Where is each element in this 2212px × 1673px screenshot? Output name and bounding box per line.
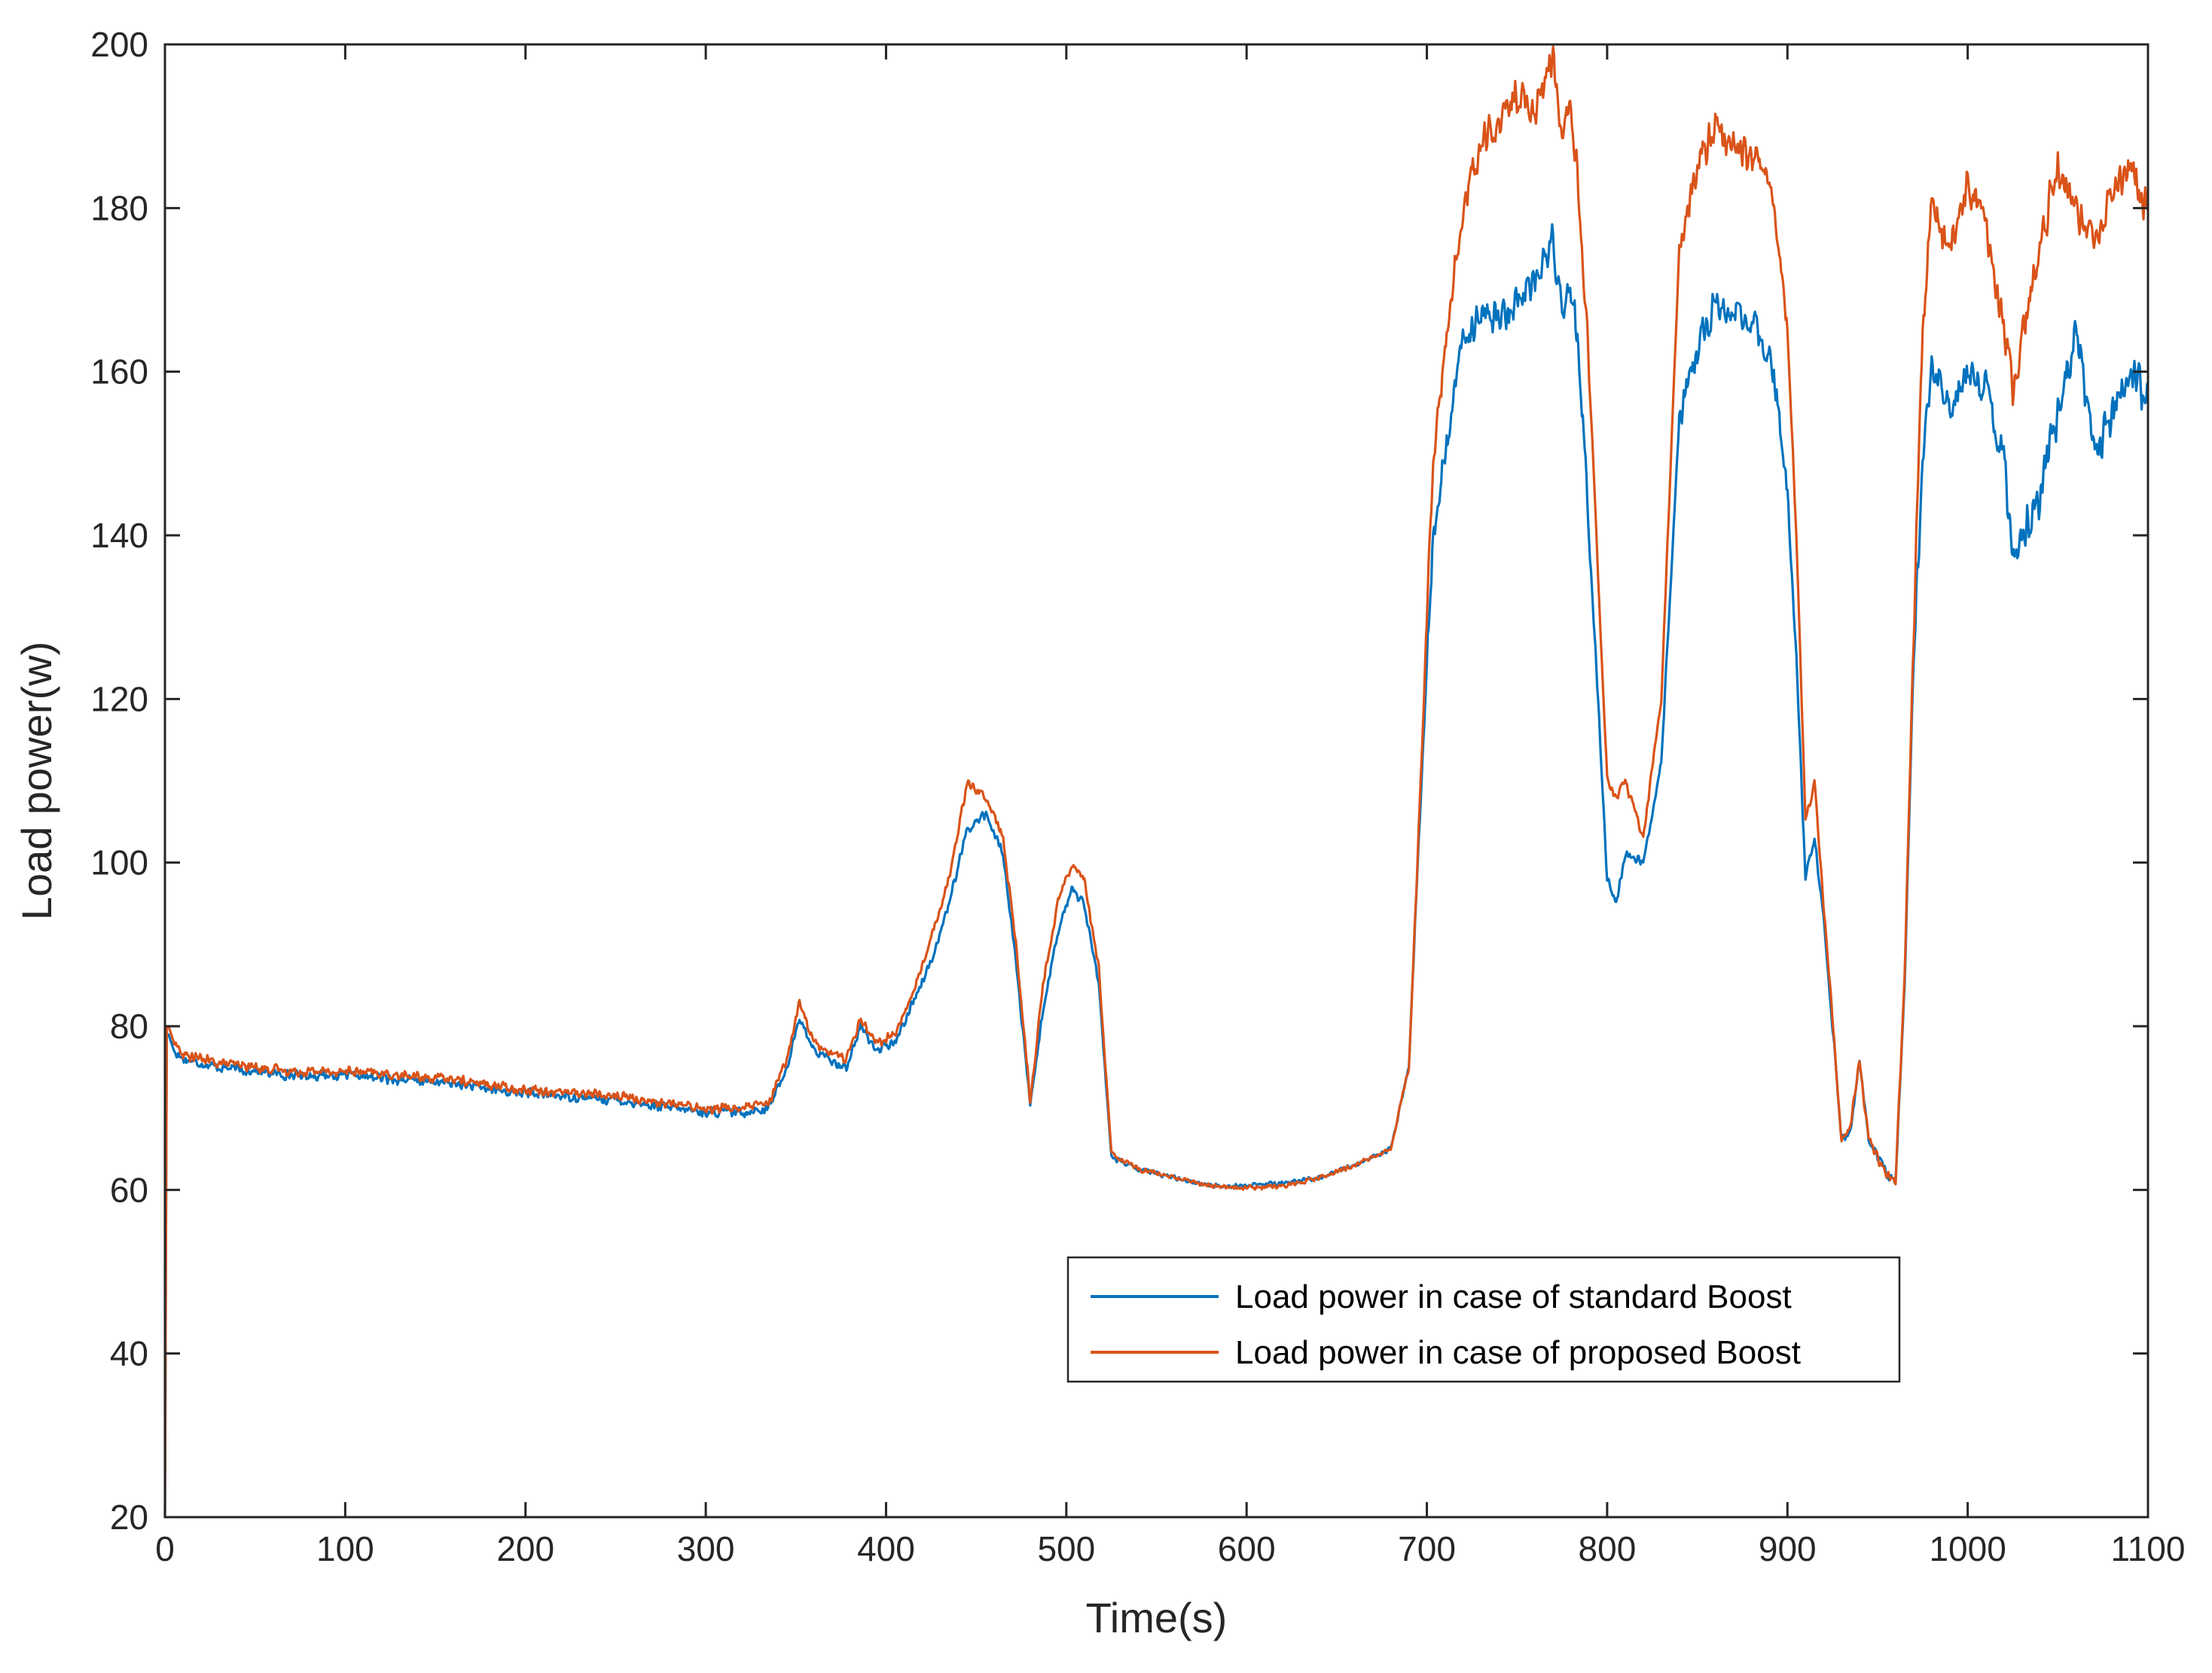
- x-tick-label: 200: [496, 1529, 554, 1568]
- y-tick-label: 80: [110, 1007, 148, 1046]
- y-tick-label: 40: [110, 1334, 148, 1373]
- x-tick-label: 800: [1579, 1529, 1637, 1568]
- x-tick-label: 1000: [1929, 1529, 2006, 1568]
- y-tick-label: 200: [90, 25, 148, 64]
- y-tick-label: 20: [110, 1498, 148, 1537]
- series-line-standard-boost: [163, 223, 2149, 1518]
- y-tick-label: 140: [90, 516, 148, 555]
- legend-label-proposed-boost: Load power in case of proposed Boost: [1235, 1334, 1801, 1371]
- y-tick-label: 160: [90, 352, 148, 392]
- plot-frame: [163, 43, 2149, 1519]
- x-axis-label: Time(s): [1086, 1594, 1228, 1641]
- x-tick-label: 500: [1037, 1529, 1095, 1568]
- x-tick-label: 100: [316, 1529, 374, 1568]
- y-tick-label: 100: [90, 843, 148, 882]
- y-tick-label: 180: [90, 188, 148, 227]
- legend: Load power in case of standard Boost Loa…: [1066, 1256, 1901, 1383]
- y-axis-label: Load power(w): [13, 641, 60, 920]
- x-tick-label: 300: [677, 1529, 735, 1568]
- ticks-layer: 0 100 200 300 400 500 600 700 800 900 1000 1100 20 40…: [90, 25, 2185, 1568]
- series-line-proposed-boost: [163, 45, 2149, 1518]
- series-layer: [163, 45, 2149, 1518]
- y-tick-label: 60: [110, 1170, 148, 1209]
- legend-label-standard-boost: Load power in case of standard Boost: [1235, 1278, 1792, 1315]
- y-tick-label: 120: [90, 679, 148, 718]
- x-tick-label: 400: [857, 1529, 915, 1568]
- x-tick-label: 0: [155, 1529, 175, 1568]
- x-tick-label: 1100: [2111, 1529, 2186, 1568]
- x-tick-label: 600: [1218, 1529, 1276, 1568]
- legend-box: [1066, 1256, 1901, 1383]
- x-tick-label: 700: [1398, 1529, 1456, 1568]
- x-tick-label: 900: [1759, 1529, 1817, 1568]
